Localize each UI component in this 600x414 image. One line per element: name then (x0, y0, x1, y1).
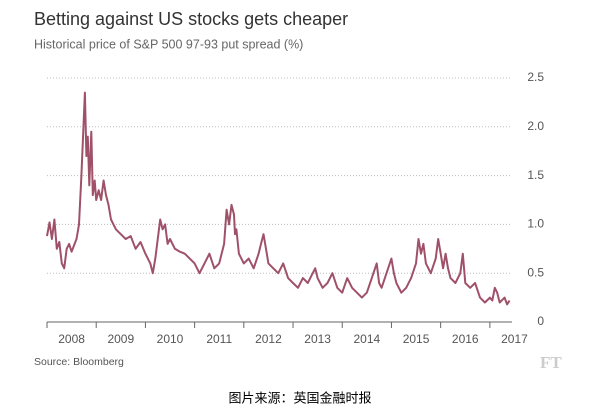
x-tick-label: 2013 (304, 332, 331, 346)
x-tick-label: 2011 (206, 332, 232, 346)
x-tick-label: 2008 (58, 332, 85, 346)
logo: FT (540, 353, 562, 372)
caption: 图片来源：英国金融时报 (228, 390, 371, 405)
y-tick-label: 1.0 (527, 217, 544, 231)
y-tick-label: 0 (537, 314, 544, 328)
chart-title: Betting against US stocks gets cheaper (34, 9, 348, 29)
y-tick-label: 2.0 (527, 119, 544, 133)
x-tick-label: 2016 (452, 332, 479, 346)
x-tick-label: 2012 (255, 332, 282, 346)
x-tick-label: 2017 (501, 332, 528, 346)
chart-subtitle: Historical price of S&P 500 97-93 put sp… (34, 37, 303, 51)
source: Source: Bloomberg (34, 356, 124, 368)
y-tick-label: 0.5 (527, 265, 544, 279)
x-tick-label: 2009 (107, 332, 134, 346)
x-tick-label: 2015 (403, 332, 430, 346)
y-tick-label: 1.5 (527, 168, 544, 182)
x-tick-label: 2010 (157, 332, 184, 346)
x-tick-label: 2014 (353, 332, 380, 346)
price-line (46, 91, 511, 306)
y-tick-label: 2.5 (527, 70, 544, 84)
